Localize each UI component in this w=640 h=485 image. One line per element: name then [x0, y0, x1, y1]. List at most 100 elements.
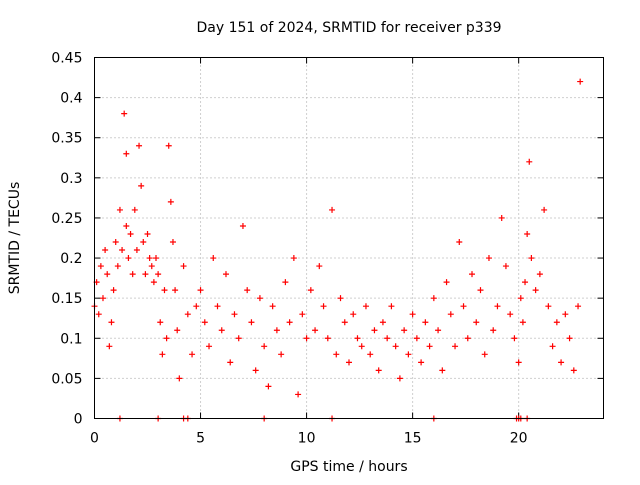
data-point: [362, 303, 369, 310]
data-point: [447, 311, 454, 318]
data-point: [536, 271, 543, 278]
data-point: [522, 279, 529, 286]
y-axis-label: SRMTID / TECUs: [7, 182, 23, 295]
data-point: [127, 230, 134, 237]
data-point: [401, 327, 408, 334]
data-point: [146, 255, 153, 262]
data-point: [193, 303, 200, 310]
data-point: [104, 271, 111, 278]
data-point: [136, 142, 143, 149]
data-point: [498, 214, 505, 221]
data-point: [494, 303, 501, 310]
x-tick-label: 5: [196, 431, 205, 447]
y-tick-label: 0.3: [60, 171, 82, 187]
data-point: [244, 287, 251, 294]
data-point: [227, 359, 234, 366]
y-tick-label: 0.2: [60, 251, 82, 267]
data-point: [303, 335, 310, 342]
data-point: [477, 287, 484, 294]
y-tick-label: 0.15: [51, 291, 82, 307]
axis-ticks: 0 0.05 0.1 0.15 0.2 0.25 0.3 0.35 0.4 0.45 0 5 10 15 2…: [51, 51, 604, 447]
data-point: [125, 255, 132, 262]
data-point: [473, 319, 480, 326]
data-point: [214, 303, 221, 310]
data-point: [295, 391, 302, 398]
chart-title: Day 151 of 2024, SRMTID for receiver p33…: [196, 20, 501, 36]
data-point: [163, 335, 170, 342]
x-axis-label: GPS time / hours: [290, 459, 407, 475]
data-point: [405, 351, 412, 358]
data-point: [464, 335, 471, 342]
data-point: [566, 335, 573, 342]
data-point: [485, 255, 492, 262]
data-point: [97, 263, 104, 270]
data-point: [526, 158, 533, 165]
data-point: [354, 335, 361, 342]
data-point: [316, 263, 323, 270]
y-tick-label: 0.05: [51, 371, 82, 387]
x-tick-label: 10: [298, 431, 316, 447]
data-point: [265, 383, 272, 390]
data-point: [379, 319, 386, 326]
data-point: [371, 327, 378, 334]
data-point: [239, 222, 246, 229]
data-point: [252, 367, 259, 374]
data-point: [114, 263, 121, 270]
data-point: [144, 230, 151, 237]
data-point: [121, 110, 128, 117]
data-point: [452, 343, 459, 350]
y-tick-label: 0.4: [60, 91, 82, 107]
data-point: [570, 367, 577, 374]
data-point: [222, 271, 229, 278]
data-point: [269, 303, 276, 310]
data-point: [138, 182, 145, 189]
data-point: [337, 295, 344, 302]
data-point: [273, 327, 280, 334]
data-point: [99, 295, 106, 302]
y-tick-label: 0.1: [60, 331, 82, 347]
data-point: [333, 351, 340, 358]
data-point: [524, 230, 531, 237]
data-point: [161, 287, 168, 294]
data-point: [157, 319, 164, 326]
data-point: [206, 343, 213, 350]
data-point: [248, 319, 255, 326]
x-tick-label: 0: [90, 431, 99, 447]
data-point: [439, 367, 446, 374]
data-point: [261, 343, 268, 350]
data-point: [388, 303, 395, 310]
data-point: [174, 327, 181, 334]
data-point: [392, 343, 399, 350]
data-point: [95, 311, 102, 318]
data-point: [413, 335, 420, 342]
data-point: [502, 263, 509, 270]
data-point: [256, 295, 263, 302]
data-point: [341, 319, 348, 326]
data-point: [108, 319, 115, 326]
x-tick-label: 15: [404, 431, 422, 447]
data-point: [176, 375, 183, 382]
data-point: [282, 279, 289, 286]
data-point: [562, 311, 569, 318]
data-point: [511, 335, 518, 342]
data-point: [116, 206, 123, 213]
data-point: [119, 247, 126, 254]
data-point: [430, 295, 437, 302]
data-point: [290, 255, 297, 262]
data-point: [558, 359, 565, 366]
data-point: [426, 343, 433, 350]
data-point: [133, 247, 140, 254]
data-point: [435, 327, 442, 334]
data-point: [443, 279, 450, 286]
data-point: [299, 311, 306, 318]
data-point: [422, 319, 429, 326]
data-points: [91, 78, 584, 422]
data-point: [320, 303, 327, 310]
data-point: [384, 335, 391, 342]
data-point: [519, 319, 526, 326]
data-point: [142, 271, 149, 278]
data-point: [106, 343, 113, 350]
data-point: [460, 303, 467, 310]
data-point: [507, 311, 514, 318]
